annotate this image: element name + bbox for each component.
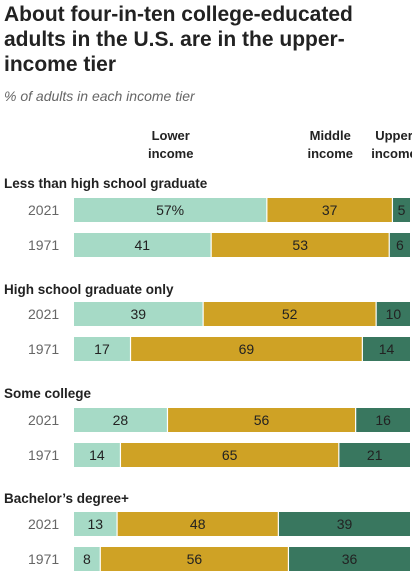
data-label: 52 [282,306,298,322]
bar-segment [131,337,362,361]
group-title: Some college [4,386,92,401]
bar-segment [121,443,339,467]
data-label: 10 [386,306,402,322]
bar-segment [74,233,211,257]
data-label: 14 [379,341,395,357]
data-label: 37 [322,202,338,218]
bar-segment [389,233,410,257]
data-label: 13 [87,516,103,532]
group-title: Bachelor’s degree+ [4,491,129,506]
data-label: 69 [239,341,255,357]
bar-segment [289,547,410,571]
year-label: 1971 [28,237,59,253]
data-label: 39 [130,306,146,322]
bar-group: Less than high school graduate 2021 57% 37 5… [4,176,410,257]
bar-group: Some college 2021 28 56 16 1971 14 65 21 [4,386,410,467]
bar-segment [376,302,410,326]
year-label: 1971 [28,551,59,567]
data-label: 21 [367,447,383,463]
bar-segment [339,443,410,467]
year-label: 1971 [28,341,59,357]
data-label: 56 [254,412,270,428]
data-label: 14 [89,447,105,463]
group-title: Less than high school graduate [4,176,208,191]
bar-segment [74,408,167,432]
bar-segment [100,547,288,571]
data-label: 53 [292,237,308,253]
bar-segment [362,337,410,361]
bar-segment [74,302,203,326]
legend-upper-income: Upper income [371,128,412,161]
year-label: 2021 [28,306,59,322]
bar-segment [278,512,410,536]
year-label: 2021 [28,516,59,532]
data-label: 28 [113,412,129,428]
bar-segment [211,233,389,257]
year-label: 2021 [28,202,59,218]
data-label: 8 [83,551,91,567]
data-label: 39 [337,516,353,532]
data-label: 16 [375,412,391,428]
bar-segment [117,512,278,536]
data-label: 65 [222,447,238,463]
year-label: 2021 [28,412,59,428]
data-label: 41 [134,237,150,253]
data-label: 36 [342,551,358,567]
bar-segment [356,408,410,432]
year-label: 1971 [28,447,59,463]
data-label: 5 [398,202,406,218]
bar-segment [168,408,356,432]
bar-segment [393,198,410,222]
data-label: 6 [396,237,404,253]
bar-segment [74,443,120,467]
chart-title: About four-in-ten college-educated adult… [4,3,353,76]
bar-segment [74,337,130,361]
bar-group: High school graduate only 2021 39 52 10 1971 1… [4,282,410,361]
bar-segment [267,198,392,222]
data-label: 56 [187,551,203,567]
data-label: 17 [94,341,110,357]
bar-group: Bachelor’s degree+ 2021 13 48 39 1971 8 56 36 [4,491,410,571]
legend-lower-income: Lower income [147,128,194,161]
bar-segment [74,198,267,222]
bar-segment [74,547,100,571]
data-label: 57% [156,202,184,218]
bar-segment [74,512,117,536]
legend-middle-income: Middle income [307,128,353,161]
group-title: High school graduate only [4,282,174,297]
data-label: 48 [190,516,206,532]
chart-subtitle: % of adults in each income tier [4,88,195,104]
bar-segment [203,302,376,326]
